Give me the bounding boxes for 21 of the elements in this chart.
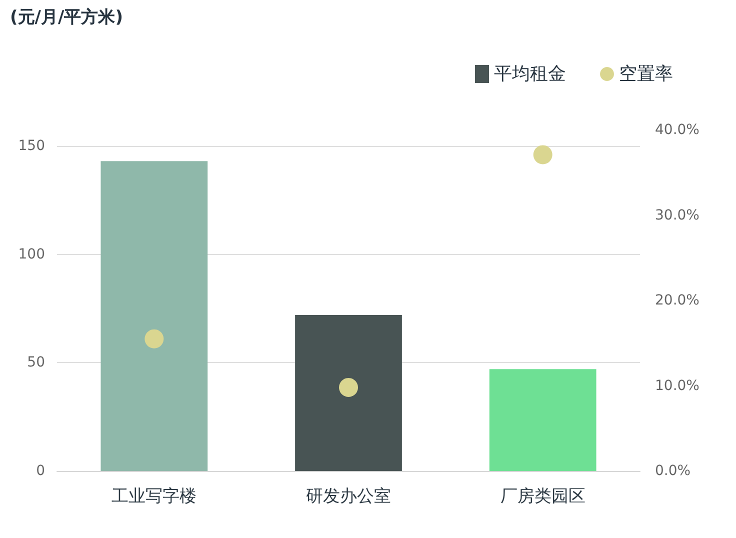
y-tick-label: 150 <box>18 138 45 154</box>
point <box>339 378 358 397</box>
y-tick-label: 100 <box>18 246 45 262</box>
y2-tick-label: 40.0% <box>655 122 700 138</box>
legend-label: 空置率 <box>619 64 673 84</box>
point <box>144 329 164 348</box>
y2-tick-label: 20.0% <box>655 292 700 308</box>
bar <box>489 369 596 471</box>
x-tick-label: 厂房类园区 <box>500 486 586 506</box>
y2-tick-label: 30.0% <box>655 207 700 224</box>
bar <box>100 161 208 471</box>
text: (元/月/平方米) <box>10 8 123 28</box>
bar <box>295 315 402 471</box>
legend-label: 平均租金 <box>494 64 566 84</box>
y-tick-label: 50 <box>27 354 45 371</box>
y2-tick-label: 10.0% <box>655 378 700 394</box>
point <box>533 145 552 164</box>
x-tick-label: 工业写字楼 <box>112 486 197 506</box>
y2-tick-label: 0.0% <box>655 463 691 479</box>
y-tick-label: 0 <box>36 463 45 479</box>
x-tick-label: 研发办公室 <box>306 486 391 506</box>
